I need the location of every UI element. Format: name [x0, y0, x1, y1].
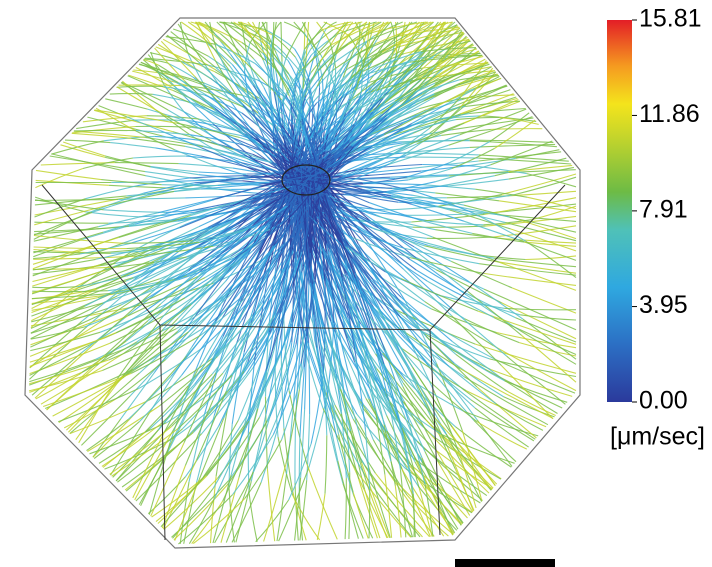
streamline: [392, 186, 448, 188]
streamline: [110, 143, 155, 148]
streamline: [369, 203, 420, 221]
streamline: [277, 474, 287, 541]
streamline: [364, 183, 421, 184]
figure: [μm/sec] 0.00 3.95 7.91 11.86 15.81: [0, 0, 712, 567]
streamline: [162, 185, 218, 186]
streamline: [35, 199, 118, 200]
colorbar-tick-label: 7.91: [639, 195, 688, 223]
streamline: [136, 131, 191, 135]
streamline: [90, 423, 167, 454]
streamline: [345, 478, 346, 539]
streamline: [34, 236, 122, 244]
streamline: [432, 221, 484, 224]
streamline: [96, 321, 148, 366]
streamline: [434, 176, 495, 188]
streamline: [172, 481, 229, 538]
streamline: [179, 164, 233, 169]
streamline: [310, 22, 348, 62]
streamline: [413, 494, 414, 537]
streamline: [34, 222, 108, 223]
streamline: [375, 407, 385, 474]
streamline: [127, 189, 201, 196]
streamline: [185, 196, 236, 198]
streamline: [376, 215, 433, 237]
streamline: [224, 347, 253, 418]
streamline: [87, 419, 129, 450]
streamline: [104, 210, 166, 213]
streamline: [494, 318, 576, 355]
streamline: [402, 147, 470, 153]
streamline: [174, 485, 227, 540]
streamline: [496, 360, 575, 393]
streamline: [156, 148, 201, 156]
streamline: [32, 270, 85, 287]
streamline: [105, 99, 147, 109]
streamline: [485, 274, 576, 286]
colorbar-tick-label: 11.86: [639, 100, 700, 128]
streamline: [135, 126, 191, 127]
streamline: [259, 22, 260, 33]
streamline: [33, 232, 103, 253]
colorbar-tick-label: 0.00: [639, 387, 688, 415]
streamline: [178, 495, 232, 544]
streamline: [135, 436, 170, 500]
streamline: [493, 346, 576, 391]
streamline: [41, 353, 124, 404]
streamline: [139, 375, 182, 422]
streamline: [281, 358, 284, 428]
streamline: [452, 316, 502, 366]
streamline: [456, 117, 499, 119]
streamline: [477, 422, 527, 449]
streamline: [58, 389, 138, 422]
colorbar-unit: [μm/sec]: [610, 423, 705, 451]
streamline: [510, 217, 576, 232]
streamline: [464, 412, 538, 436]
streamline: [61, 145, 106, 158]
scale-bar: [455, 559, 555, 567]
streamline: [115, 163, 179, 164]
streamline: [117, 429, 182, 482]
streamline: [129, 228, 180, 244]
streamline: [405, 157, 478, 158]
streamline: [519, 343, 576, 356]
colorbar-tick-label: 3.95: [639, 291, 688, 319]
streamline: [449, 142, 490, 163]
streamlines: [29, 22, 576, 544]
streamline: [355, 221, 411, 222]
streamline: [110, 94, 153, 95]
streamline: [295, 418, 296, 484]
streamline: [109, 185, 174, 188]
streamline: [383, 145, 449, 166]
streamline: [267, 469, 274, 541]
streamline: [507, 391, 556, 416]
streamline: [85, 212, 138, 217]
streamline: [417, 240, 473, 254]
streamline: [389, 197, 447, 198]
streamline: [267, 22, 268, 65]
streamline: [232, 482, 261, 542]
streamline: [265, 30, 295, 49]
streamline: [455, 363, 504, 396]
streamline: [368, 463, 391, 538]
streamline: [518, 220, 576, 239]
colorbar: [607, 20, 632, 402]
streamline: [117, 86, 164, 87]
streamline: [155, 48, 185, 81]
streamline: [36, 170, 101, 179]
streamline: [369, 489, 370, 538]
streamline: [325, 435, 327, 493]
streamline: [133, 156, 186, 158]
streamline: [79, 379, 118, 443]
streamline: [385, 206, 438, 210]
streamline: [103, 432, 145, 468]
streamline: [215, 472, 254, 543]
streamline: [437, 364, 463, 431]
streamline: [500, 262, 577, 290]
streamline: [164, 199, 216, 214]
colorbar-tick-label: 15.81: [639, 5, 702, 33]
